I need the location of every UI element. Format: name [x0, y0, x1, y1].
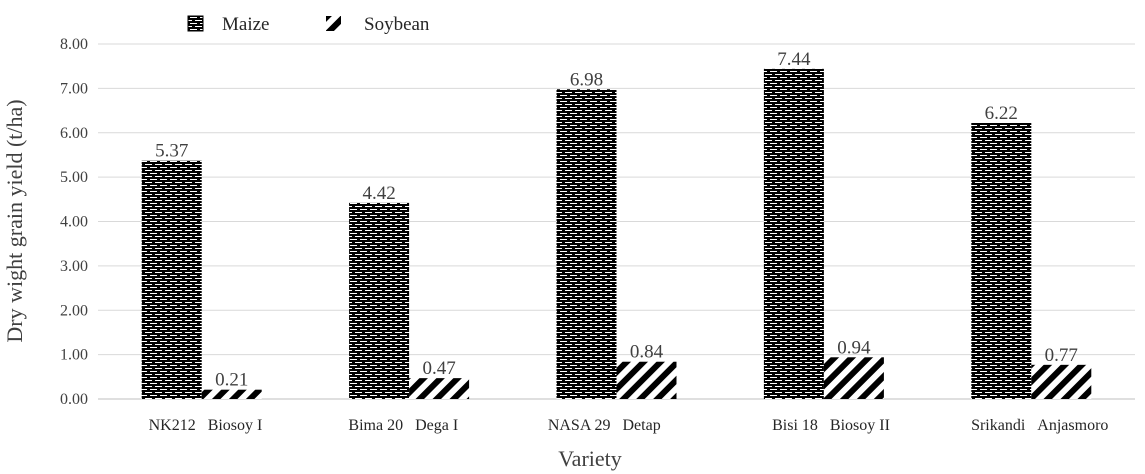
x-tick-label-maize: NASA 29	[548, 417, 611, 434]
bar-maize	[556, 89, 617, 399]
data-labels: 5.37 0.21 4.42 0.47 6.98 0.84 7.44 0.94 6.22 0.77	[155, 49, 1078, 391]
bar-soybean	[1031, 364, 1092, 399]
y-tick-label: 6.00	[60, 125, 88, 142]
y-tick-label: 4.00	[60, 214, 88, 231]
data-label-soybean: 0.47	[422, 358, 455, 379]
bars	[141, 68, 1092, 400]
x-tick-label-maize: Bisi 18	[772, 417, 818, 434]
data-label-maize: 6.98	[570, 69, 603, 90]
y-tick-label: 3.00	[60, 258, 88, 275]
legend-swatch-soybean	[326, 16, 341, 31]
y-axis-title: Dry wight grain yield (t/ha)	[2, 99, 27, 342]
y-axis-ticks: 0.00 1.00 2.00 3.00 4.00 5.00 6.00 7.00 8.00	[60, 36, 88, 408]
y-tick-label: 2.00	[60, 302, 88, 319]
x-tick-label-soybean: Detap	[623, 417, 661, 434]
bar-soybean	[201, 389, 262, 399]
y-tick-label: 5.00	[60, 169, 88, 186]
x-tick-label-maize: Bima 20	[348, 417, 403, 434]
legend-swatch-maize	[187, 15, 204, 32]
legend-label-maize: Maize	[222, 14, 269, 35]
y-tick-label: 8.00	[60, 36, 88, 53]
bar-maize	[349, 202, 410, 399]
x-axis-title: Variety	[558, 446, 622, 471]
data-label-maize: 6.22	[985, 103, 1018, 124]
data-label-maize: 4.42	[362, 183, 395, 204]
data-label-maize: 7.44	[777, 49, 811, 70]
bar-maize	[141, 160, 202, 399]
x-tick-label-maize: NK212	[149, 417, 196, 434]
x-axis-categories: NK212 Biosoy I Bima 20 Dega I NASA 29 Detap Bi…	[149, 417, 1109, 434]
x-tick-label-soybean: Anjasmoro	[1037, 417, 1108, 434]
y-tick-label: 1.00	[60, 347, 88, 364]
data-label-maize: 5.37	[155, 141, 188, 162]
x-tick-label-soybean: Biosoy I	[208, 417, 263, 434]
bar-soybean	[409, 378, 470, 399]
x-tick-label-soybean: Dega I	[415, 417, 458, 434]
bar-maize	[971, 122, 1032, 400]
data-label-soybean: 0.84	[630, 342, 664, 363]
x-tick-label-maize: Srikandi	[971, 417, 1026, 434]
legend: Maize Soybean	[187, 14, 430, 35]
data-label-soybean: 0.77	[1045, 345, 1078, 366]
bar-maize	[763, 68, 824, 399]
data-label-soybean: 0.21	[215, 370, 248, 391]
bar-soybean	[823, 357, 884, 399]
data-label-soybean: 0.94	[837, 337, 871, 358]
y-tick-label: 0.00	[60, 391, 88, 408]
bar-soybean	[616, 361, 677, 399]
y-tick-label: 7.00	[60, 80, 88, 97]
legend-label-soybean: Soybean	[364, 14, 430, 35]
x-tick-label-soybean: Biosoy II	[830, 417, 890, 434]
